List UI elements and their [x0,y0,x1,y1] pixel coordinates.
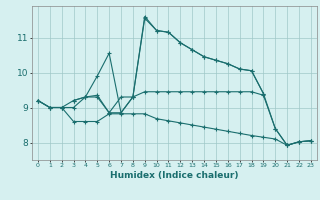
X-axis label: Humidex (Indice chaleur): Humidex (Indice chaleur) [110,171,239,180]
